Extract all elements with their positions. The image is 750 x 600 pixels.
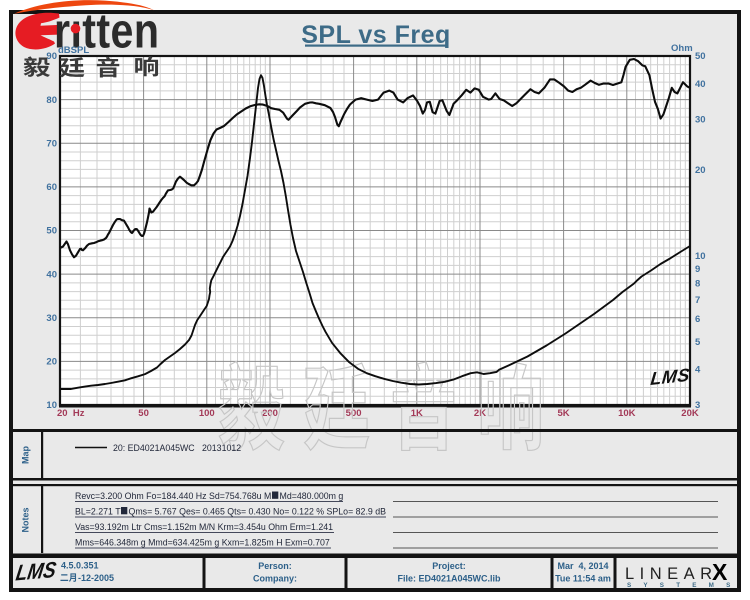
svg-text:6: 6 [695, 314, 700, 325]
svg-text:20: 20 [695, 165, 706, 176]
svg-text:5K: 5K [558, 408, 570, 419]
svg-text:40: 40 [695, 79, 706, 90]
svg-text:dBSPL: dBSPL [58, 45, 89, 56]
svg-text:Map: Map [21, 445, 31, 464]
svg-text:10K: 10K [618, 408, 636, 419]
svg-text:500: 500 [346, 408, 362, 419]
svg-text:60: 60 [46, 182, 57, 193]
svg-text:-12-2005: -12-2005 [78, 573, 114, 583]
svg-text:70: 70 [46, 138, 57, 149]
svg-text:100: 100 [199, 408, 215, 419]
svg-text:20 Hz: 20 Hz [57, 408, 85, 419]
svg-text:3: 3 [695, 400, 700, 411]
svg-text:X: X [712, 559, 728, 585]
svg-text:SYSTEMS: SYSTEMS [627, 582, 743, 589]
svg-text:80: 80 [46, 95, 57, 106]
svg-text:20K: 20K [681, 408, 699, 419]
svg-text:Qms= 5.767 Qes= 0.465 Qts= 0: Qms= 5.767 Qes= 0.465 Qts= 0.430 No= 0.1… [129, 507, 387, 517]
svg-text:20: 20 [46, 357, 57, 368]
svg-text:50: 50 [138, 408, 149, 419]
svg-text:30: 30 [695, 115, 706, 126]
svg-text:LINEAR: LINEAR [625, 565, 718, 583]
svg-text:50: 50 [695, 51, 706, 62]
svg-text:10: 10 [46, 400, 57, 411]
svg-text:8: 8 [695, 279, 700, 290]
svg-text:File: ED4021A045WC.lib: File: ED4021A045WC.lib [397, 574, 501, 584]
svg-text:1K: 1K [411, 408, 423, 419]
svg-text:4.5.0.351: 4.5.0.351 [61, 561, 99, 571]
svg-text:LMS: LMS [650, 365, 691, 389]
svg-text:Notes: Notes [21, 507, 31, 532]
svg-text:Tue 11:54 am: Tue 11:54 am [555, 574, 611, 584]
svg-text:Ohm: Ohm [671, 43, 693, 54]
svg-text:Md=480.000m g: Md=480.000m g [280, 491, 344, 501]
svg-text:9: 9 [695, 264, 700, 275]
svg-text:Project:: Project: [432, 561, 466, 571]
svg-text:BL=2.271 T: BL=2.271 T [75, 507, 121, 517]
svg-text:SPL vs Freq: SPL vs Freq [301, 21, 451, 49]
svg-text:90: 90 [46, 51, 57, 62]
svg-text:Mar 4, 2014: Mar 4, 2014 [557, 561, 608, 571]
svg-text:Mms=646.348m g Mmd=634.425m g: Mms=646.348m g Mmd=634.425m g Kxm=1.825m… [75, 538, 330, 548]
svg-text:50: 50 [46, 226, 57, 237]
svg-text:200: 200 [262, 408, 278, 419]
svg-text:5: 5 [695, 337, 701, 348]
svg-text:LMS: LMS [14, 557, 58, 586]
svg-text:Vas=93.192m Ltr Cms=1.152m M/: Vas=93.192m Ltr Cms=1.152m M/N Krm=3.454… [75, 522, 333, 532]
svg-text:4: 4 [695, 365, 701, 376]
svg-text:Company:: Company: [253, 574, 297, 584]
svg-text:30: 30 [46, 313, 57, 324]
svg-text:7: 7 [695, 295, 700, 306]
svg-text:Revc=3.200 Ohm Fo=184.440 Hz: Revc=3.200 Ohm Fo=184.440 Hz Sd=754.768u… [75, 491, 271, 501]
svg-text:10: 10 [695, 251, 706, 262]
svg-text:Person:: Person: [258, 561, 292, 571]
svg-text:2K: 2K [474, 408, 486, 419]
svg-text:20: ED4021A045WC 20131012: 20: ED4021A045WC 20131012 [113, 443, 241, 453]
svg-text:40: 40 [46, 269, 57, 280]
